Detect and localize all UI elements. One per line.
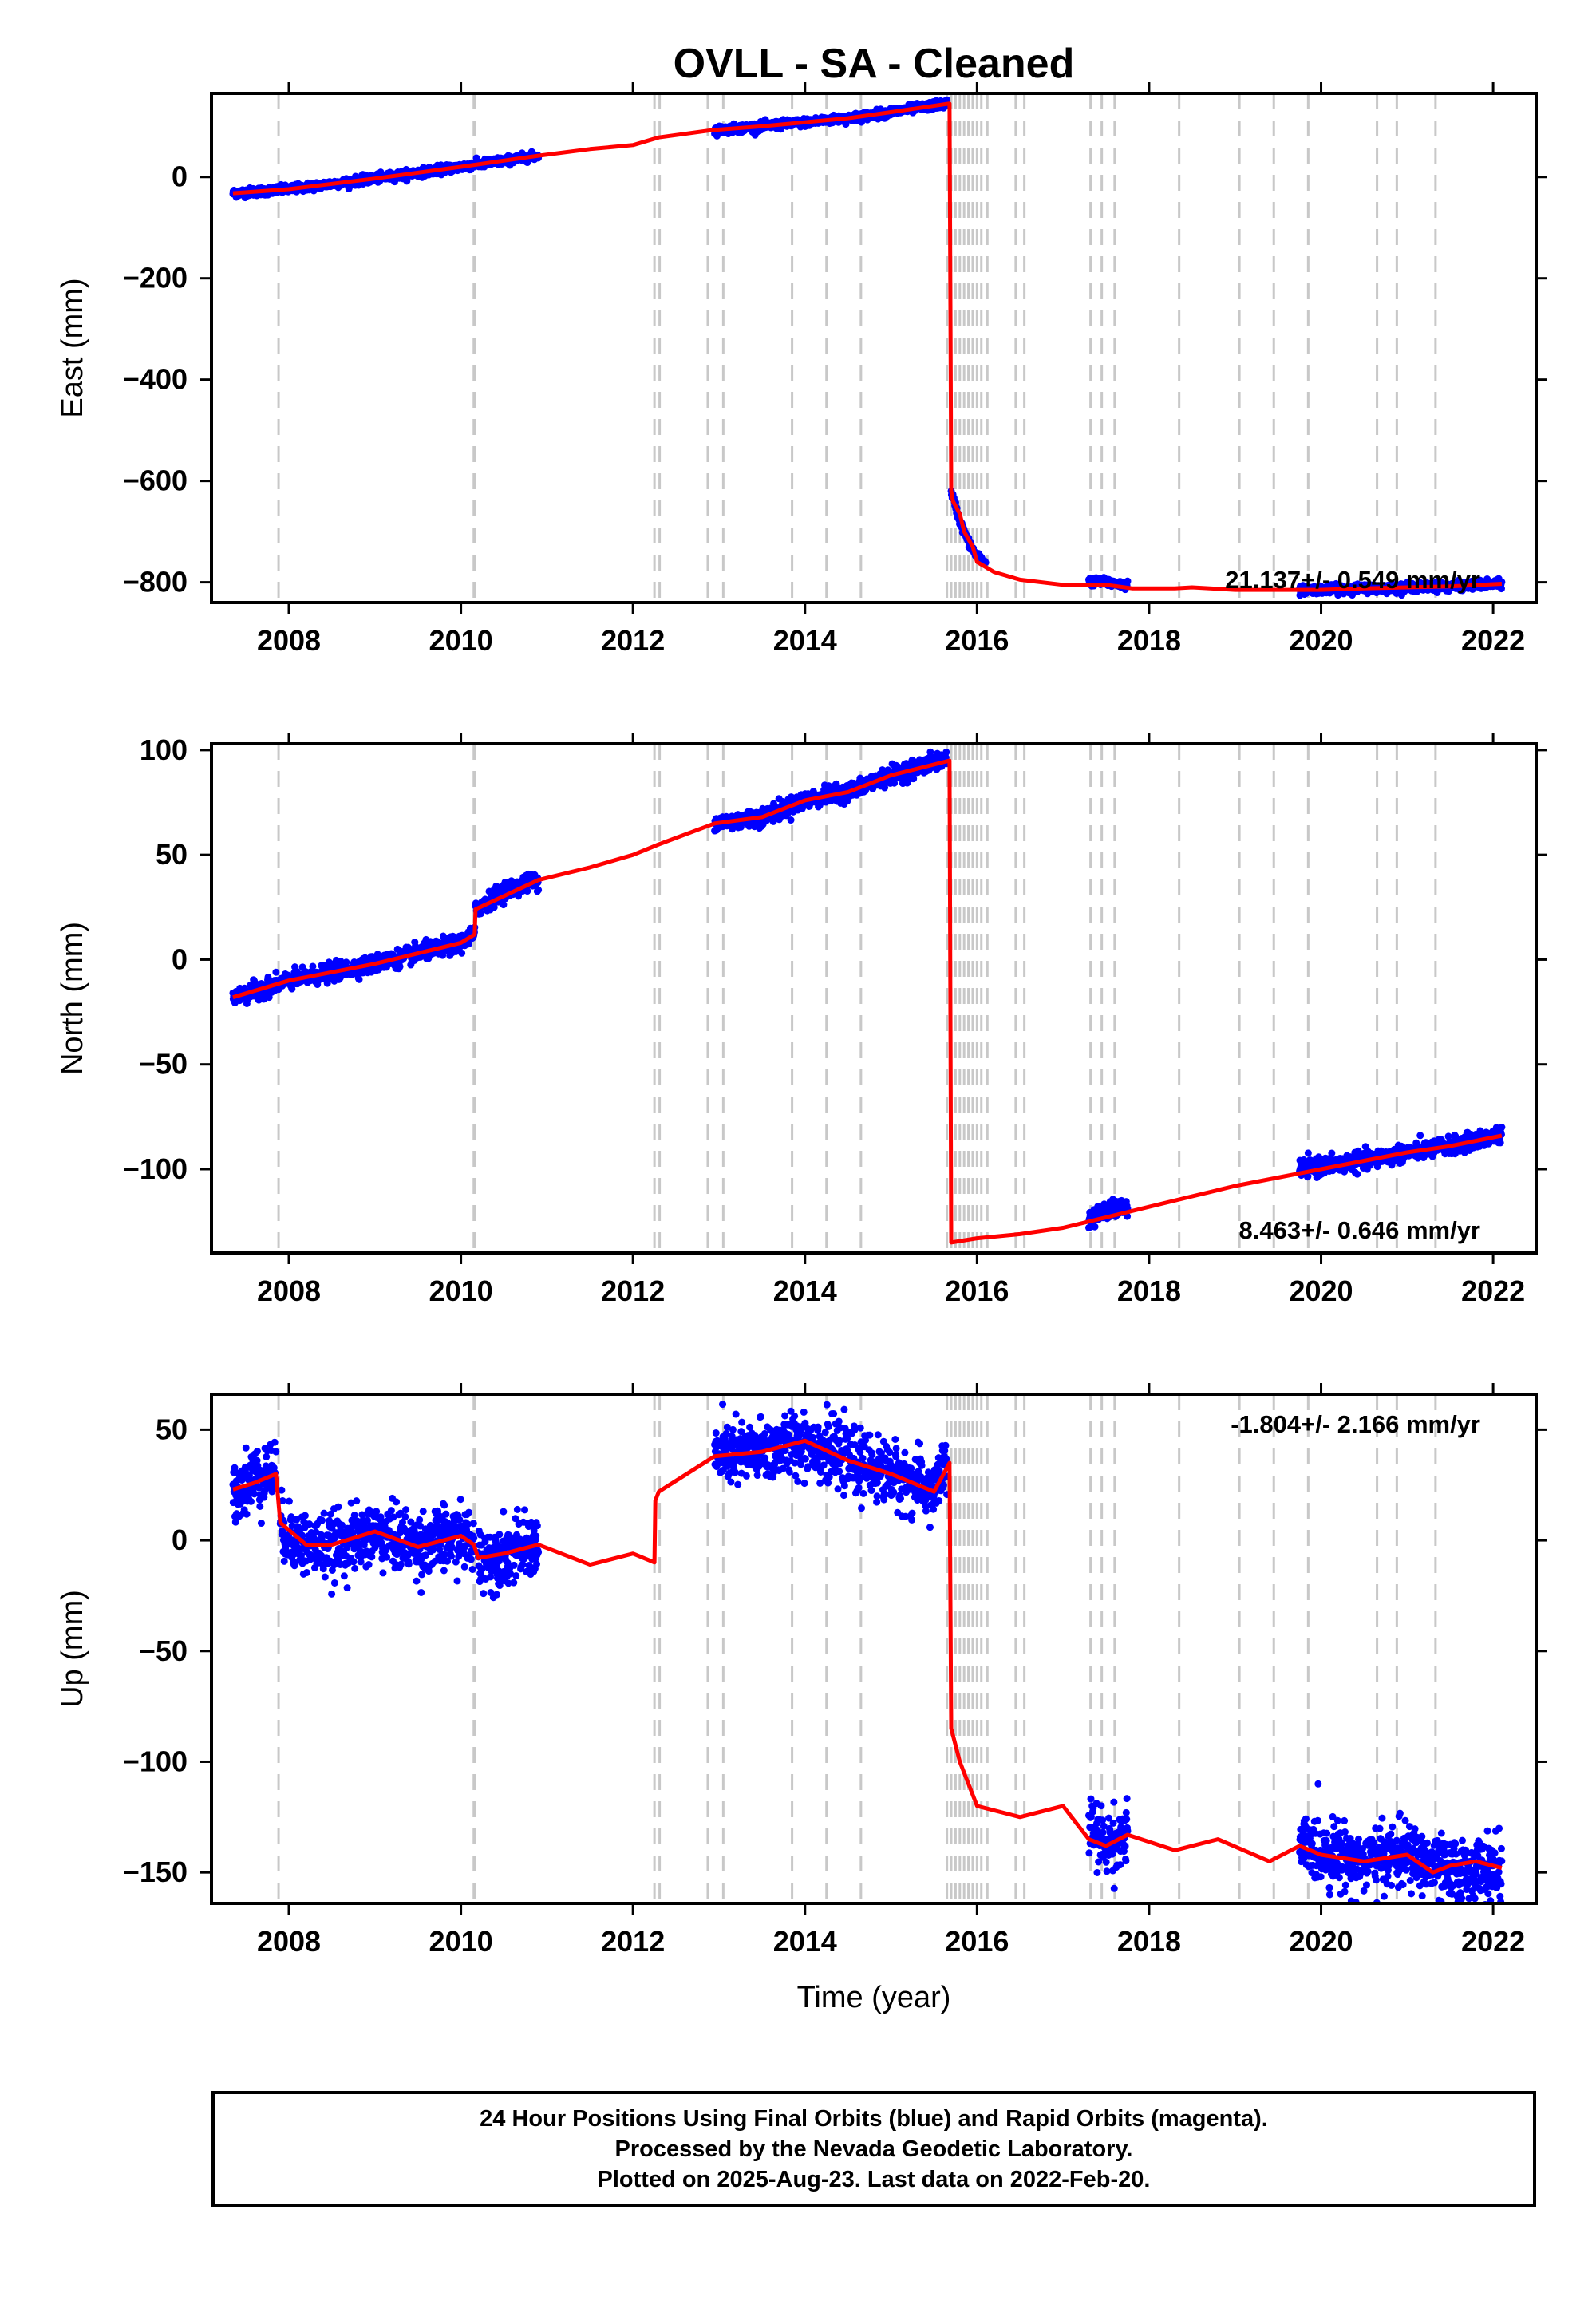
plot-region: [229, 93, 1506, 603]
observation-point: [535, 886, 543, 894]
rate-annotation: 8.463+/- 0.646 mm/yr: [1239, 1216, 1480, 1244]
observation-point: [787, 816, 795, 824]
plot-frame: [210, 742, 1538, 1255]
observation-point: [477, 910, 485, 918]
x-tick-label: 2022: [1461, 624, 1525, 657]
observation-point: [942, 748, 950, 756]
x-tick-label: 2014: [773, 1275, 837, 1307]
x-tick-label: 2008: [257, 624, 321, 657]
y-axis-label: East (mm): [56, 278, 89, 417]
observation-point: [910, 775, 918, 783]
chart-title: OVLL - SA - Cleaned: [674, 41, 1075, 87]
observation-point: [1091, 1223, 1099, 1231]
model-line: [232, 101, 1503, 592]
x-tick-label: 2020: [1289, 1275, 1353, 1307]
panel-north: 2008 2010 2012 2014 2016 2018 2020 2022 100 50 0 −5…: [56, 733, 1547, 1307]
observation-point: [396, 962, 404, 970]
observation-point: [1124, 577, 1132, 585]
y-tick-label: −50: [139, 1048, 188, 1081]
x-tick-label: 2016: [945, 624, 1009, 657]
observation-point: [926, 748, 934, 756]
y-tick-label: 0: [172, 160, 188, 193]
observation-point: [1304, 1172, 1312, 1180]
observation-point: [1328, 1149, 1336, 1157]
y-tick-label: −800: [123, 566, 188, 599]
observation-point: [1498, 1123, 1506, 1131]
observation-point: [1304, 1149, 1312, 1157]
x-tick-label: 2022: [1461, 1275, 1525, 1307]
y-axis-label: North (mm): [56, 922, 89, 1075]
x-tick-label: 2010: [429, 624, 493, 657]
observation-point: [309, 962, 317, 970]
observation-point: [858, 118, 866, 126]
plot-region: [229, 744, 1506, 1253]
rate-annotation: 21.137+/- 0.549 mm/yr: [1225, 566, 1480, 594]
x-tick-label: 2016: [945, 1275, 1009, 1307]
x-tick-label: 2018: [1117, 624, 1181, 657]
y-tick-label: −600: [123, 464, 188, 497]
x-axis-label: Time (year): [797, 1981, 951, 2014]
plot-region: [229, 1394, 1506, 1903]
x-tick-label: 2020: [1289, 624, 1353, 657]
panel-up: 2008 2010 2012 2014 2016 2018 2020 2022500−50−1…: [56, 1383, 1547, 1958]
observation-point: [355, 975, 363, 983]
observation-point: [490, 903, 498, 911]
observation-point: [1444, 1132, 1452, 1140]
x-tick-label: 2010: [429, 1275, 493, 1307]
y-tick-label: −400: [123, 363, 188, 396]
y-tick-label: 50: [156, 838, 188, 871]
observation-point: [1497, 585, 1505, 593]
observation-point: [458, 949, 466, 957]
observation-point: [523, 887, 531, 895]
observation-point: [464, 940, 472, 948]
observation-point: [1496, 1139, 1504, 1147]
y-tick-label: 100: [140, 733, 188, 766]
observation-point: [288, 985, 296, 993]
x-tick-label: 2014: [773, 624, 837, 657]
y-tick-label: 0: [172, 943, 188, 975]
plot-frame: [210, 92, 1538, 604]
x-tick-label: 2008: [257, 1275, 321, 1307]
x-tick-label: 2018: [1117, 1275, 1181, 1307]
y-tick-label: −100: [123, 1152, 188, 1185]
panel-east: 2008 2010 2012 2014 2016 2018 2020 2022 0 −200 −40…: [56, 82, 1547, 657]
x-tick-label: 2012: [601, 1275, 665, 1307]
x-tick-label: 2012: [601, 624, 665, 657]
y-tick-label: −200: [123, 262, 188, 294]
observation-point: [1416, 1132, 1424, 1140]
observation-point: [500, 901, 508, 909]
observation-point: [272, 968, 280, 976]
model-line: [232, 758, 1503, 1245]
observation-point: [881, 784, 889, 792]
observation-point: [1353, 1170, 1361, 1178]
